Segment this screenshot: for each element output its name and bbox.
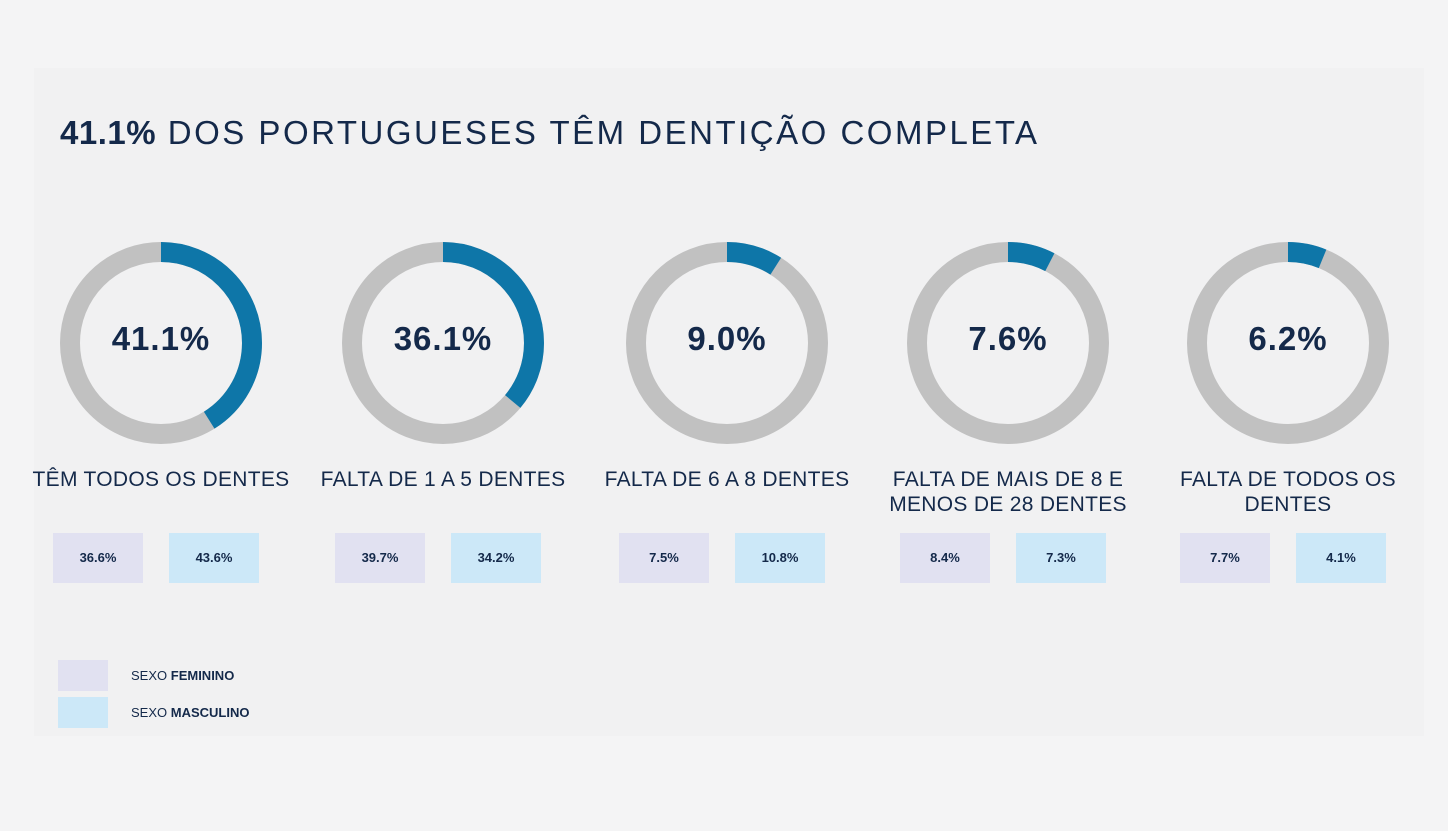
category-label: FALTA DE MAIS DE 8 E MENOS DE 28 DENTES: [889, 468, 1127, 516]
title-highlight: 41.1%: [60, 114, 157, 151]
feminino-value: 36.6%: [53, 533, 143, 583]
donut-chart: 41.1%: [31, 240, 291, 446]
donut-value: 6.2%: [1248, 320, 1328, 357]
donut-arc: [907, 242, 1109, 444]
legend-label-feminino: SEXO FEMININO: [131, 668, 235, 683]
category-label: FALTA DE 1 A 5 DENTES: [320, 468, 566, 491]
donut-arc: [60, 242, 262, 444]
title-text: DOS PORTUGUESES TÊM DENTIÇÃO COMPLETA: [167, 114, 1040, 151]
donut-value: 9.0%: [687, 320, 767, 357]
donut-chart: 36.1%: [313, 240, 573, 446]
masculino-value: 34.2%: [451, 533, 541, 583]
donut-value: 7.6%: [968, 320, 1048, 357]
donut-chart: 9.0%: [597, 240, 857, 446]
page-title: 41.1% DOS PORTUGUESES TÊM DENTIÇÃO COMPL…: [60, 114, 1040, 152]
donut-arc: [626, 242, 828, 444]
donut-chart: 7.6%: [878, 240, 1138, 446]
donut-svg: [342, 242, 544, 444]
donut-arc: [342, 242, 544, 444]
donut-svg: [907, 242, 1109, 444]
feminino-value: 7.7%: [1180, 533, 1270, 583]
masculino-value: 10.8%: [735, 533, 825, 583]
masculino-value: 7.3%: [1016, 533, 1106, 583]
donut-svg: [1187, 242, 1389, 444]
masculino-value: 4.1%: [1296, 533, 1386, 583]
masculino-value: 43.6%: [169, 533, 259, 583]
feminino-value: 39.7%: [335, 533, 425, 583]
feminino-value: 7.5%: [619, 533, 709, 583]
category-label: TÊM TODOS OS DENTES: [32, 468, 290, 491]
category-label: FALTA DE TODOS OS DENTES: [1180, 468, 1396, 516]
legend-label-masculino: SEXO MASCULINO: [131, 705, 250, 720]
donut-arc: [1187, 242, 1389, 444]
category-label: FALTA DE 6 A 8 DENTES: [604, 468, 850, 491]
donut-chart: 6.2%: [1158, 240, 1418, 446]
infographic-panel: [34, 68, 1424, 736]
donut-svg: [60, 242, 262, 444]
legend-swatch-masculino: [58, 697, 108, 728]
legend-swatch-feminino: [58, 660, 108, 691]
donut-value: 41.1%: [111, 320, 211, 357]
donut-svg: [626, 242, 828, 444]
feminino-value: 8.4%: [900, 533, 990, 583]
donut-value: 36.1%: [393, 320, 493, 357]
